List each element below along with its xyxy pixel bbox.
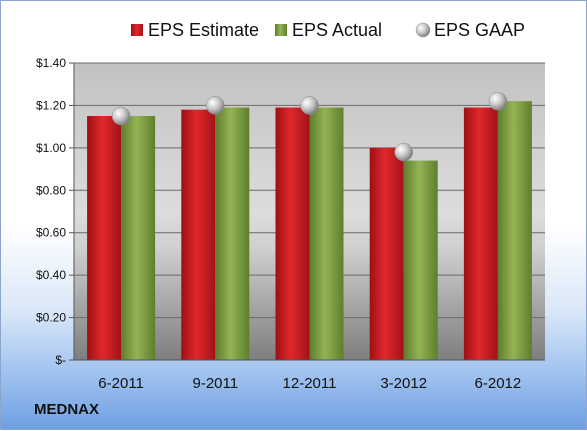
gaap-markers <box>111 91 508 162</box>
bar-eps-estimate <box>275 107 310 360</box>
x-tick-label: 9-2011 <box>193 375 239 392</box>
bar-eps-actual <box>497 101 532 360</box>
marker-eps-gaap <box>394 142 413 162</box>
x-tick-label: 6-2012 <box>475 375 522 392</box>
axes: $- $0.20 $0.40 $0.60 $0.80 $1.00 $1.20 $1.40 6-2… <box>36 56 545 392</box>
company-label: MEDNAX <box>34 401 100 418</box>
marker-eps-gaap <box>488 91 508 111</box>
bar-eps-estimate <box>463 107 498 360</box>
marker-eps-gaap <box>206 96 225 115</box>
legend-swatch-eps-gaap <box>415 22 431 38</box>
legend: EPS Estimate EPS Actual EPS GAAP <box>131 20 525 40</box>
x-tick-label: 3-2012 <box>380 375 427 392</box>
legend-label: EPS Actual <box>292 20 382 40</box>
bar-eps-actual <box>309 107 344 360</box>
bar-eps-estimate <box>87 116 122 361</box>
y-tick-label: $1.40 <box>36 56 66 70</box>
marker-eps-gaap <box>300 96 319 115</box>
bar-eps-actual <box>215 107 250 360</box>
y-tick-label: $0.40 <box>36 268 66 282</box>
bar-eps-actual <box>403 160 438 360</box>
marker-eps-gaap <box>111 106 131 126</box>
y-tick-label: $- <box>55 353 66 367</box>
legend-label: EPS GAAP <box>434 20 525 40</box>
x-tick-label: 6-2011 <box>98 375 144 392</box>
legend-swatch-eps-estimate <box>131 24 143 36</box>
y-tick-label: $0.20 <box>36 311 66 325</box>
y-tick-label: $0.60 <box>36 226 66 240</box>
x-tick-label: 12-2011 <box>283 375 337 392</box>
y-tick-label: $1.20 <box>36 98 66 112</box>
bar-eps-estimate <box>369 147 404 360</box>
y-tick-label: $0.80 <box>36 183 66 197</box>
legend-swatch-eps-actual <box>275 24 287 36</box>
bar-eps-actual <box>121 116 156 361</box>
legend-label: EPS Estimate <box>148 20 259 40</box>
y-tick-label: $1.00 <box>36 141 66 155</box>
bars <box>87 101 532 361</box>
bar-eps-estimate <box>181 109 216 361</box>
